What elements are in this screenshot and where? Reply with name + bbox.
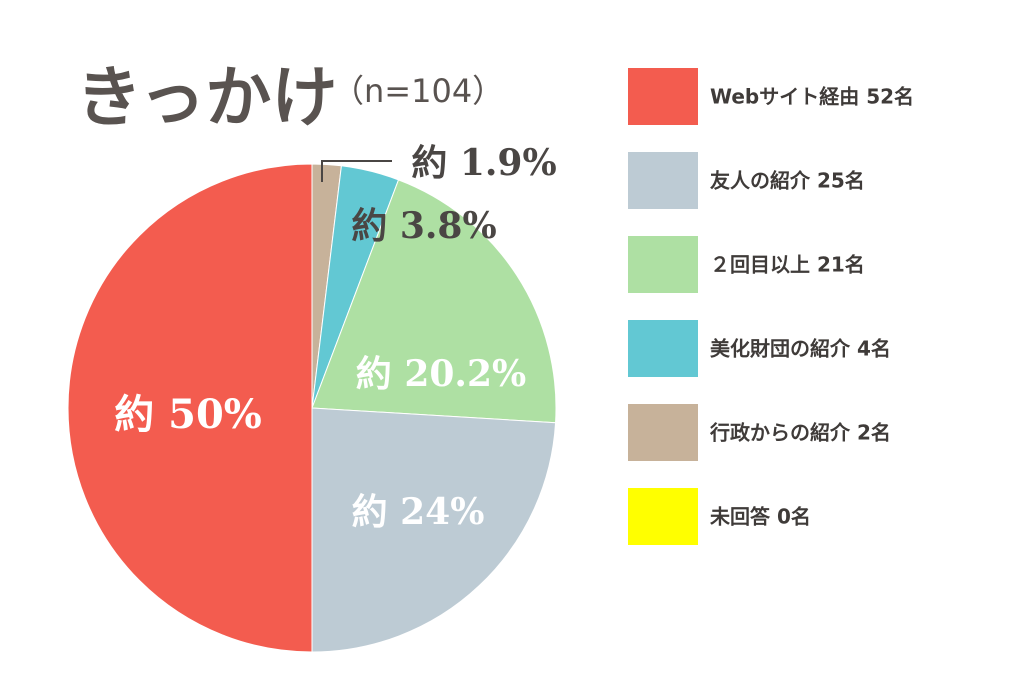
- slice-label: 約 3.8%: [351, 205, 496, 247]
- legend-item: 未回答 0名: [628, 488, 811, 545]
- leader-line: [321, 160, 392, 182]
- slice-label: 約 50%: [114, 391, 262, 438]
- slice-label: 約 20.2%: [356, 353, 526, 395]
- legend-swatch: [628, 236, 698, 293]
- legend-swatch: [628, 404, 698, 461]
- legend-swatch: [628, 68, 698, 125]
- legend-swatch: [628, 488, 698, 545]
- slice-label: 約 1.9%: [411, 142, 556, 184]
- legend-item: 美化財団の紹介 4名: [628, 320, 891, 377]
- legend-swatch: [628, 152, 698, 209]
- legend-item: ２回目以上 21名: [628, 236, 865, 293]
- legend-item: 友人の紹介 25名: [628, 152, 865, 209]
- legend-swatch: [628, 320, 698, 377]
- legend-item: 行政からの紹介 2名: [628, 404, 891, 461]
- legend-label: Webサイト経由 52名: [710, 85, 914, 109]
- pie-slices: [67, 163, 557, 653]
- leader-lines: [321, 160, 392, 182]
- legend-label: 友人の紹介 25名: [710, 169, 865, 193]
- legend-label: 未回答 0名: [710, 505, 811, 529]
- slice-label: 約 24%: [352, 491, 485, 533]
- legend-item: Webサイト経由 52名: [628, 68, 914, 125]
- slice-labels: 約 50% 約 24% 約 20.2% 約 3.8% 約 1.9%: [114, 142, 556, 533]
- legend-label: ２回目以上 21名: [710, 253, 865, 277]
- pie-slice: [311, 407, 557, 653]
- legend-label: 美化財団の紹介 4名: [710, 337, 891, 361]
- pie-slice: [67, 163, 313, 653]
- chart-subtitle: （n=104）: [332, 72, 504, 110]
- chart-title: きっかけ: [76, 59, 337, 136]
- legend-label: 行政からの紹介 2名: [709, 421, 891, 445]
- pie-slice: [311, 179, 557, 424]
